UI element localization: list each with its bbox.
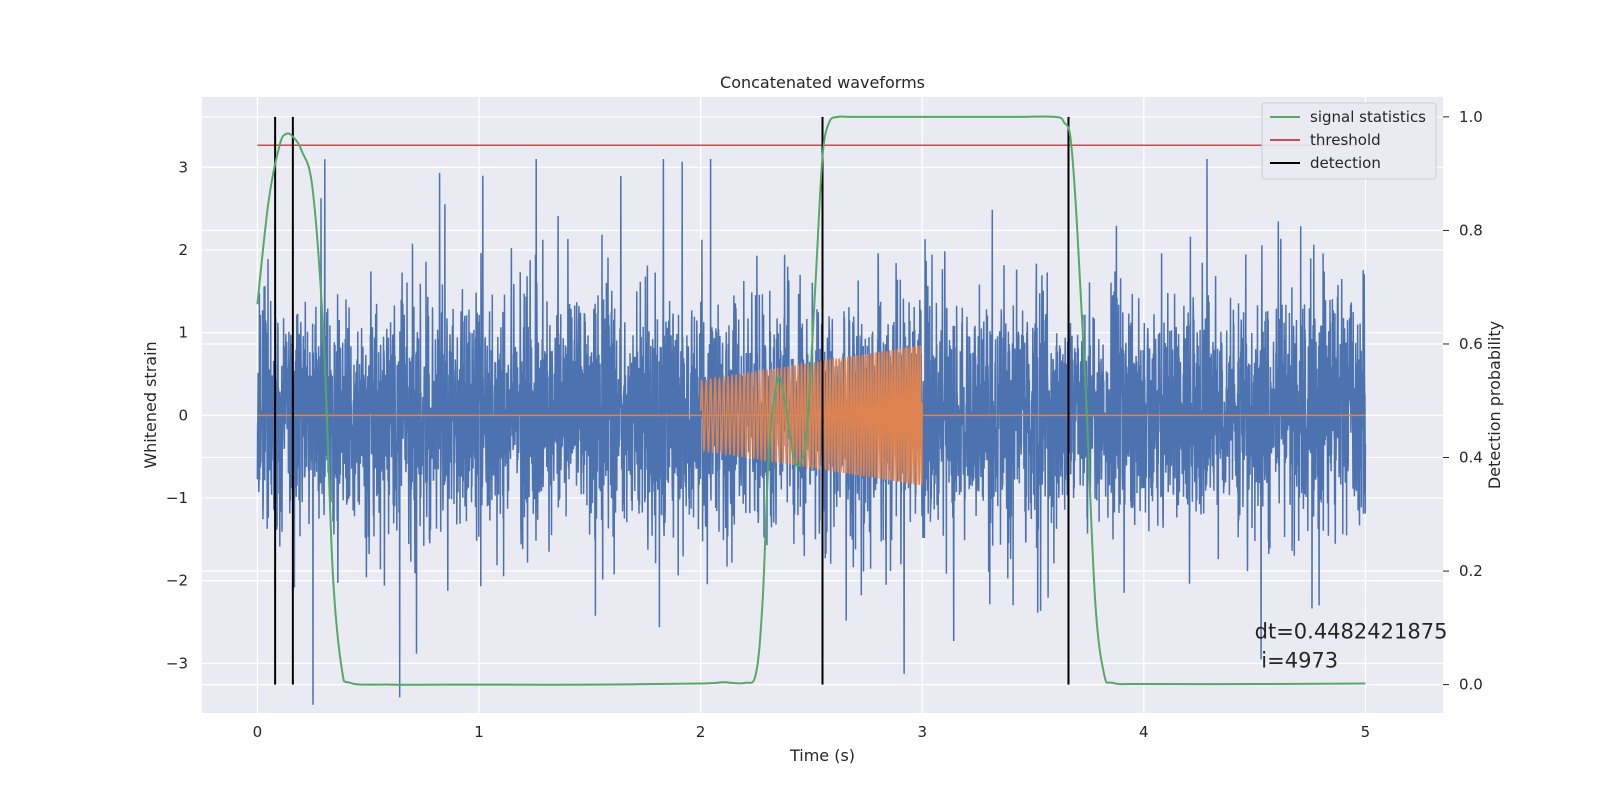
y2-axis-title: Detection probability bbox=[1485, 321, 1504, 489]
y2-tick-label: 0.6 bbox=[1459, 335, 1483, 353]
annotation-dt: dt=0.4482421875 bbox=[1255, 620, 1448, 644]
y2-tick-label: 0.2 bbox=[1459, 562, 1483, 580]
y-tick-label: −1 bbox=[166, 489, 188, 507]
x-tick-label: 2 bbox=[696, 723, 706, 741]
x-tick-label: 0 bbox=[253, 723, 263, 741]
x-tick-label: 1 bbox=[474, 723, 484, 741]
legend-label: detection bbox=[1310, 154, 1381, 172]
y-tick-label: −2 bbox=[166, 572, 188, 590]
legend-label: signal statistics bbox=[1310, 108, 1426, 126]
y-tick-label: 1 bbox=[178, 324, 188, 342]
y2-tick-label: 0.0 bbox=[1459, 676, 1483, 694]
y-axis-title: Whitened strain bbox=[141, 341, 160, 468]
x-tick-label: 5 bbox=[1361, 723, 1371, 741]
legend: signal statistics threshold detection bbox=[1261, 102, 1437, 180]
annotation-index: i=4973 bbox=[1261, 649, 1338, 673]
x-tick-label: 4 bbox=[1139, 723, 1149, 741]
chart-title: Concatenated waveforms bbox=[720, 73, 925, 92]
signal-statistics-line bbox=[256, 115, 1366, 686]
plot-content bbox=[256, 115, 1367, 705]
y-tick-label: 2 bbox=[178, 241, 188, 259]
y-tick-label: 3 bbox=[178, 158, 188, 176]
x-tick-label: 3 bbox=[917, 723, 927, 741]
y2-tick-label: 0.4 bbox=[1459, 449, 1483, 467]
x-axis-title: Time (s) bbox=[789, 746, 855, 765]
y-tick-label: 0 bbox=[178, 406, 188, 424]
plot-area: 0 1 2 3 4 5 −3 −2 −1 0 1 2 3 0.0 0.2 0.4 0.6 0.8 1.0 bbox=[166, 97, 1483, 741]
legend-label: threshold bbox=[1310, 131, 1381, 149]
y-tick-label: −3 bbox=[166, 654, 188, 672]
y2-tick-label: 0.8 bbox=[1459, 221, 1483, 239]
legend-box bbox=[1261, 102, 1437, 180]
y2-tick-label: 1.0 bbox=[1459, 108, 1483, 126]
